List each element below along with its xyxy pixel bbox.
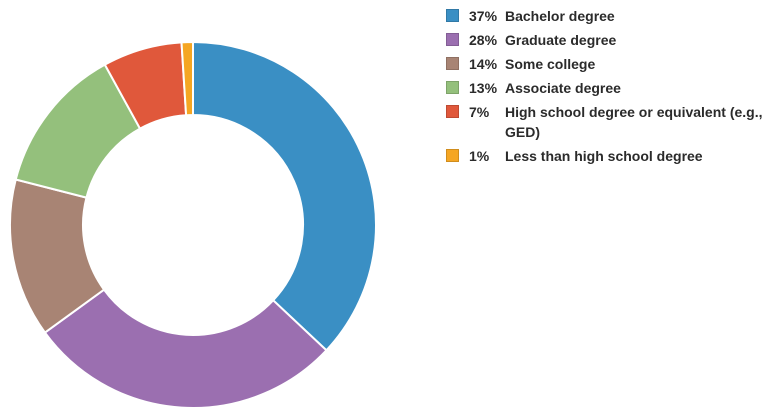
legend-item-associate-degree[interactable]: 13% Associate degree [446,78,771,98]
legend-swatch-bachelor-degree [446,9,459,22]
legend-percent-some-college: 14% [469,56,498,72]
legend-swatch-less-than-high-school [446,149,459,162]
legend-label-bachelor-degree: Bachelor degree [505,8,615,24]
legend-item-bachelor-degree[interactable]: 37% Bachelor degree [446,6,771,26]
legend-label-graduate-degree: Graduate degree [505,32,617,48]
donut-slice-bachelor-degree[interactable] [192,40,377,352]
legend-percent-associate-degree: 13% [469,80,498,96]
legend-label-associate-degree: Associate degree [505,80,621,96]
donut-slice-graduate-degree[interactable] [43,288,328,408]
legend-label-less-than-high-school: Less than high school degree [505,148,703,164]
legend-item-high-school-degree[interactable]: 7% High school degree or equivalent (e.g… [446,102,771,142]
legend-percent-high-school-degree: 7% [469,104,490,120]
legend-percent-graduate-degree: 28% [469,32,498,48]
legend-swatch-some-college [446,57,459,70]
legend-swatch-high-school-degree [446,105,459,118]
legend-percent-less-than-high-school: 1% [469,148,490,164]
legend-item-less-than-high-school[interactable]: 1% Less than high school degree [446,146,771,166]
legend-swatch-graduate-degree [446,33,459,46]
legend-label-high-school-degree: High school degree or equivalent (e.g., … [505,104,763,140]
donut-slice-less-than-high-school-degree[interactable] [180,40,194,117]
legend-percent-bachelor-degree: 37% [469,8,498,24]
chart-legend: 37% Bachelor degree 28% Graduate degree … [446,6,771,170]
legend-item-some-college[interactable]: 14% Some college [446,54,771,74]
legend-swatch-associate-degree [446,81,459,94]
legend-label-some-college: Some college [505,56,596,72]
donut-slices [9,40,377,408]
legend-item-graduate-degree[interactable]: 28% Graduate degree [446,30,771,50]
